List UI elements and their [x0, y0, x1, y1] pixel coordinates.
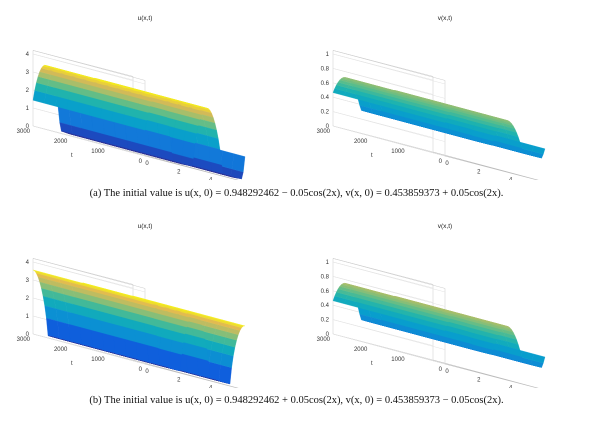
x-tick-label: 0 [145, 161, 149, 167]
z-tick-label: 0.8 [321, 274, 330, 280]
z-tick-label: 0.8 [321, 66, 330, 72]
x-tick-label: 0 [145, 369, 149, 375]
x-tick-label: 0 [445, 161, 449, 167]
z-tick-label: 1 [26, 106, 30, 112]
surface-plot: v(x,t)00.20.40.60.810100020003000t0246x [317, 223, 546, 388]
t-axis-label: t [371, 153, 373, 159]
z-tick-label: 3 [26, 70, 30, 76]
t-tick-label: 0 [139, 159, 143, 165]
plot-v-b: v(x,t)00.20.40.60.810100020003000t0246x [310, 218, 580, 388]
t-axis-label: t [71, 361, 73, 367]
plot-u-a: u(x,t)012340100020003000t0246x [10, 10, 280, 180]
z-tick-label: 0 [26, 124, 30, 130]
t-tick-label: 3000 [17, 337, 31, 343]
t-axis-label: t [71, 153, 73, 159]
t-tick-label: 0 [439, 367, 443, 373]
caption-a: (a) The initial value is u(x, 0) = 0.948… [0, 188, 593, 199]
z-tick-label: 0.2 [321, 318, 330, 324]
t-tick-label: 0 [439, 159, 443, 165]
z-tick-label: 4 [26, 260, 30, 266]
x-axis: 0246x [445, 161, 513, 180]
plot-title: u(x,t) [138, 15, 153, 22]
z-tick-label: 0.4 [321, 303, 330, 309]
z-tick-label: 0.6 [321, 289, 330, 295]
surface [32, 64, 246, 180]
t-axis: 0 1000 2000 3000 t [317, 337, 443, 373]
t-tick-label: 1000 [91, 149, 105, 155]
t-tick-label: 2000 [54, 139, 68, 145]
z-tick-label: 1 [26, 314, 30, 320]
z-axis: 0 0.2 0.4 0.6 0.8 1 [321, 260, 330, 338]
t-tick-label: 1000 [391, 357, 405, 363]
x-tick-label: 4 [209, 178, 213, 180]
t-axis: 0 1000 2000 3000 t [17, 337, 143, 373]
t-tick-label: 2000 [354, 139, 368, 145]
x-axis: 0246x [445, 369, 513, 388]
z-axis: 0 1 2 3 4 [26, 52, 30, 130]
t-tick-label: 1000 [91, 357, 105, 363]
z-tick-label: 0.6 [321, 81, 330, 87]
plot-v-a: v(x,t)00.20.40.60.810100020003000t0246x [310, 10, 580, 180]
x-tick-label: 4 [509, 386, 513, 388]
x-axis: 0246x [145, 161, 213, 180]
t-tick-label: 2000 [354, 347, 368, 353]
surface [32, 269, 246, 385]
z-tick-label: 0 [26, 332, 30, 338]
surface-plot: u(x,t)012340100020003000t0246x [17, 223, 246, 388]
plot-title: u(x,t) [138, 223, 153, 230]
z-tick-label: 2 [26, 88, 30, 94]
plot-u-b: u(x,t)012340100020003000t0246x [10, 218, 280, 388]
plot-title: v(x,t) [438, 15, 452, 22]
z-axis: 0 0.2 0.4 0.6 0.8 1 [321, 52, 330, 130]
caption-text: The initial value is u(x, 0) = 0.9482924… [104, 395, 504, 406]
z-tick-label: 2 [26, 296, 30, 302]
z-tick-label: 1 [326, 260, 330, 266]
z-tick-label: 0 [326, 332, 330, 338]
x-tick-label: 4 [509, 178, 513, 180]
t-tick-label: 3000 [317, 129, 331, 135]
x-tick-label: 2 [177, 169, 181, 175]
z-tick-label: 3 [26, 278, 30, 284]
surface-plot: v(x,t)00.20.40.60.810100020003000t0246x [317, 15, 546, 180]
z-tick-label: 4 [26, 52, 30, 58]
z-tick-label: 0.2 [321, 110, 330, 116]
t-axis-label: t [371, 361, 373, 367]
surface [332, 282, 546, 368]
t-axis: 0 1000 2000 3000 t [17, 129, 143, 165]
x-axis: 0246x [145, 369, 213, 388]
z-tick-label: 0 [326, 124, 330, 130]
t-tick-label: 2000 [54, 347, 68, 353]
t-tick-label: 0 [139, 367, 143, 373]
z-tick-label: 0.4 [321, 95, 330, 101]
x-tick-label: 2 [177, 377, 181, 383]
t-tick-label: 3000 [17, 129, 31, 135]
t-tick-label: 1000 [391, 149, 405, 155]
surface [332, 77, 546, 159]
x-tick-label: 4 [209, 386, 213, 388]
z-axis: 0 1 2 3 4 [26, 260, 30, 338]
caption-label: (b) [89, 395, 102, 406]
t-axis: 0 1000 2000 3000 t [317, 129, 443, 165]
t-tick-label: 3000 [317, 337, 331, 343]
plot-title: v(x,t) [438, 223, 452, 230]
surface-plot: u(x,t)012340100020003000t0246x [17, 15, 246, 180]
axes-box [332, 50, 539, 180]
x-tick-label: 0 [445, 369, 449, 375]
x-tick-label: 2 [477, 377, 481, 383]
caption-label: (a) [89, 188, 102, 199]
caption-b: (b) The initial value is u(x, 0) = 0.948… [0, 395, 593, 406]
z-tick-label: 1 [326, 52, 330, 58]
x-tick-label: 2 [477, 169, 481, 175]
caption-text: The initial value is u(x, 0) = 0.9482924… [103, 188, 504, 199]
